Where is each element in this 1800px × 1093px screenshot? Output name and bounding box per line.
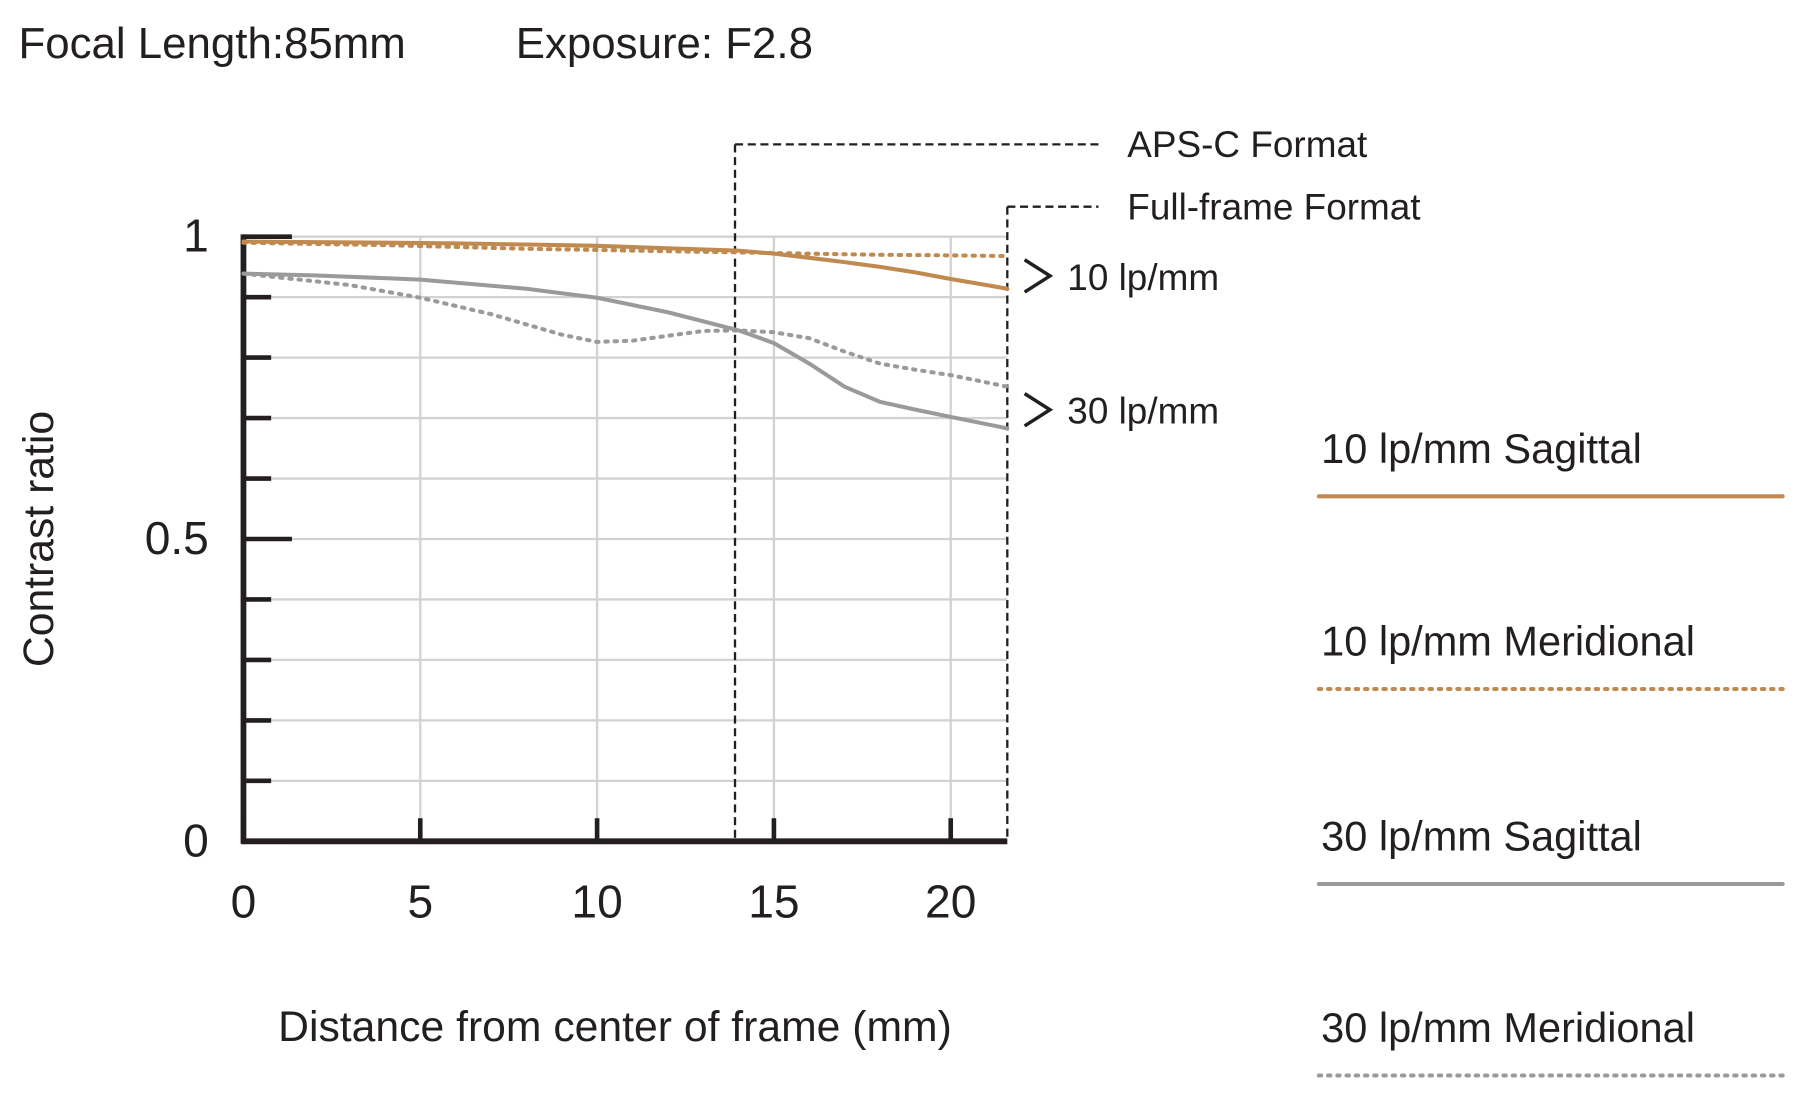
legend-label: 10 lp/mm Meridional xyxy=(1321,618,1695,665)
format-label: APS-C Format xyxy=(1127,124,1367,165)
annotation-chevron xyxy=(1023,392,1054,428)
y-axis-label: Contrast ratio xyxy=(15,411,63,667)
x-tick-label: 5 xyxy=(407,875,433,927)
series-line xyxy=(241,239,1010,291)
x-tick-label: 15 xyxy=(748,875,799,927)
x-tick-label: 20 xyxy=(925,875,976,927)
format-label: Full-frame Format xyxy=(1127,186,1420,227)
x-tick-label: 10 xyxy=(571,875,622,927)
annotation: 10 lp/mm xyxy=(1067,257,1219,298)
series-line xyxy=(241,271,1010,431)
y-tick-label: 0 xyxy=(183,814,209,866)
y-tick-label: 1 xyxy=(183,210,209,262)
legend-label: 10 lp/mm Sagittal xyxy=(1321,425,1642,472)
chart-subtitle: Exposure: F2.8 xyxy=(516,19,813,68)
legend-label: 30 lp/mm Meridional xyxy=(1321,1004,1695,1051)
annotation: 30 lp/mm xyxy=(1067,391,1219,432)
chart-title: Focal Length:85mm xyxy=(18,19,405,68)
y-tick-label: 0.5 xyxy=(145,512,209,564)
series-line xyxy=(241,240,1010,259)
x-tick-label: 0 xyxy=(231,875,257,927)
x-axis-label: Distance from center of frame (mm) xyxy=(278,1003,952,1051)
legend-label: 30 lp/mm Sagittal xyxy=(1321,813,1642,860)
annotation-chevron xyxy=(1023,258,1054,294)
series-line xyxy=(241,271,1010,389)
